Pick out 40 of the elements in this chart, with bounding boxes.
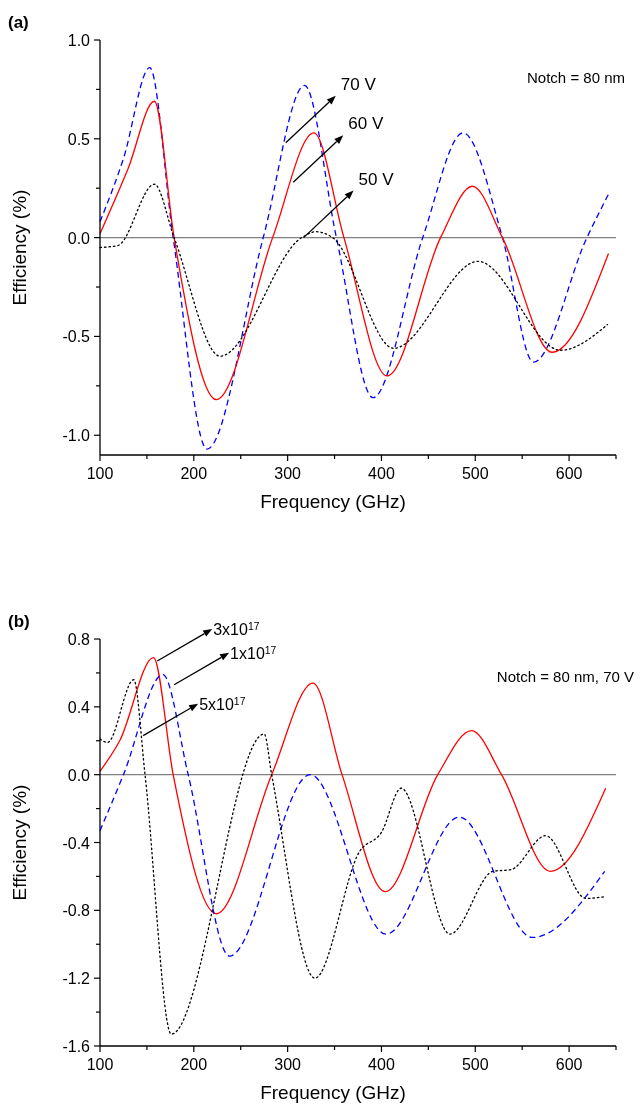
x-tick-label: 200 bbox=[180, 465, 208, 482]
chart-title: (b) bbox=[8, 612, 30, 631]
annotation: 5x10$^{17}$ bbox=[199, 695, 246, 713]
annotation: 70 V bbox=[340, 74, 377, 94]
x-axis-title: Frequency (GHz) bbox=[260, 491, 406, 512]
annotation: Notch = 80 nm bbox=[527, 69, 625, 86]
x-tick-label: 600 bbox=[555, 1056, 583, 1073]
annotation: 3x10$^{17}$ bbox=[213, 620, 260, 639]
x-tick-label: 300 bbox=[274, 1056, 302, 1073]
x-tick-label: 400 bbox=[368, 465, 395, 482]
x-tick-label: 600 bbox=[555, 465, 583, 482]
annotation: Notch = 80 nm, 70 V bbox=[496, 668, 634, 685]
annotation: 50 V bbox=[358, 169, 395, 189]
y-tick-label: -1.2 bbox=[62, 970, 91, 988]
y-tick-label: 0.4 bbox=[67, 698, 91, 716]
annotation: 60 V bbox=[348, 114, 384, 134]
y-tick-label: -0.8 bbox=[62, 902, 91, 920]
y-axis-title: Efficiency (%) bbox=[9, 784, 30, 901]
y-tick-label: -1.0 bbox=[62, 427, 91, 445]
y-tick-label: -0.5 bbox=[62, 328, 91, 346]
line-series bbox=[99, 673, 606, 957]
x-tick-label: 100 bbox=[86, 465, 114, 482]
x-tick-label: 500 bbox=[461, 465, 489, 482]
line-series bbox=[99, 100, 610, 401]
chart-title: (a) bbox=[8, 13, 29, 32]
y-tick-label: 0.0 bbox=[67, 766, 91, 784]
y-tick-label: 1.0 bbox=[67, 32, 91, 49]
y-tick-label: -0.4 bbox=[62, 834, 91, 852]
y-axis-title: Efficiency (%) bbox=[9, 189, 30, 306]
x-tick-label: 300 bbox=[274, 465, 302, 482]
x-tick-label: 500 bbox=[461, 1056, 489, 1073]
y-tick-label: 0.0 bbox=[67, 229, 91, 247]
y-tick-label: -1.6 bbox=[62, 1038, 91, 1055]
y-tick-label: 0.8 bbox=[67, 631, 91, 648]
x-tick-label: 400 bbox=[368, 1056, 395, 1073]
x-tick-label: 200 bbox=[180, 1056, 208, 1073]
x-axis-title: Frequency (GHz) bbox=[260, 1082, 406, 1103]
annotation: 1x10$^{17}$ bbox=[230, 644, 277, 662]
x-tick-label: 100 bbox=[86, 1056, 114, 1073]
y-tick-label: 0.5 bbox=[67, 130, 91, 148]
